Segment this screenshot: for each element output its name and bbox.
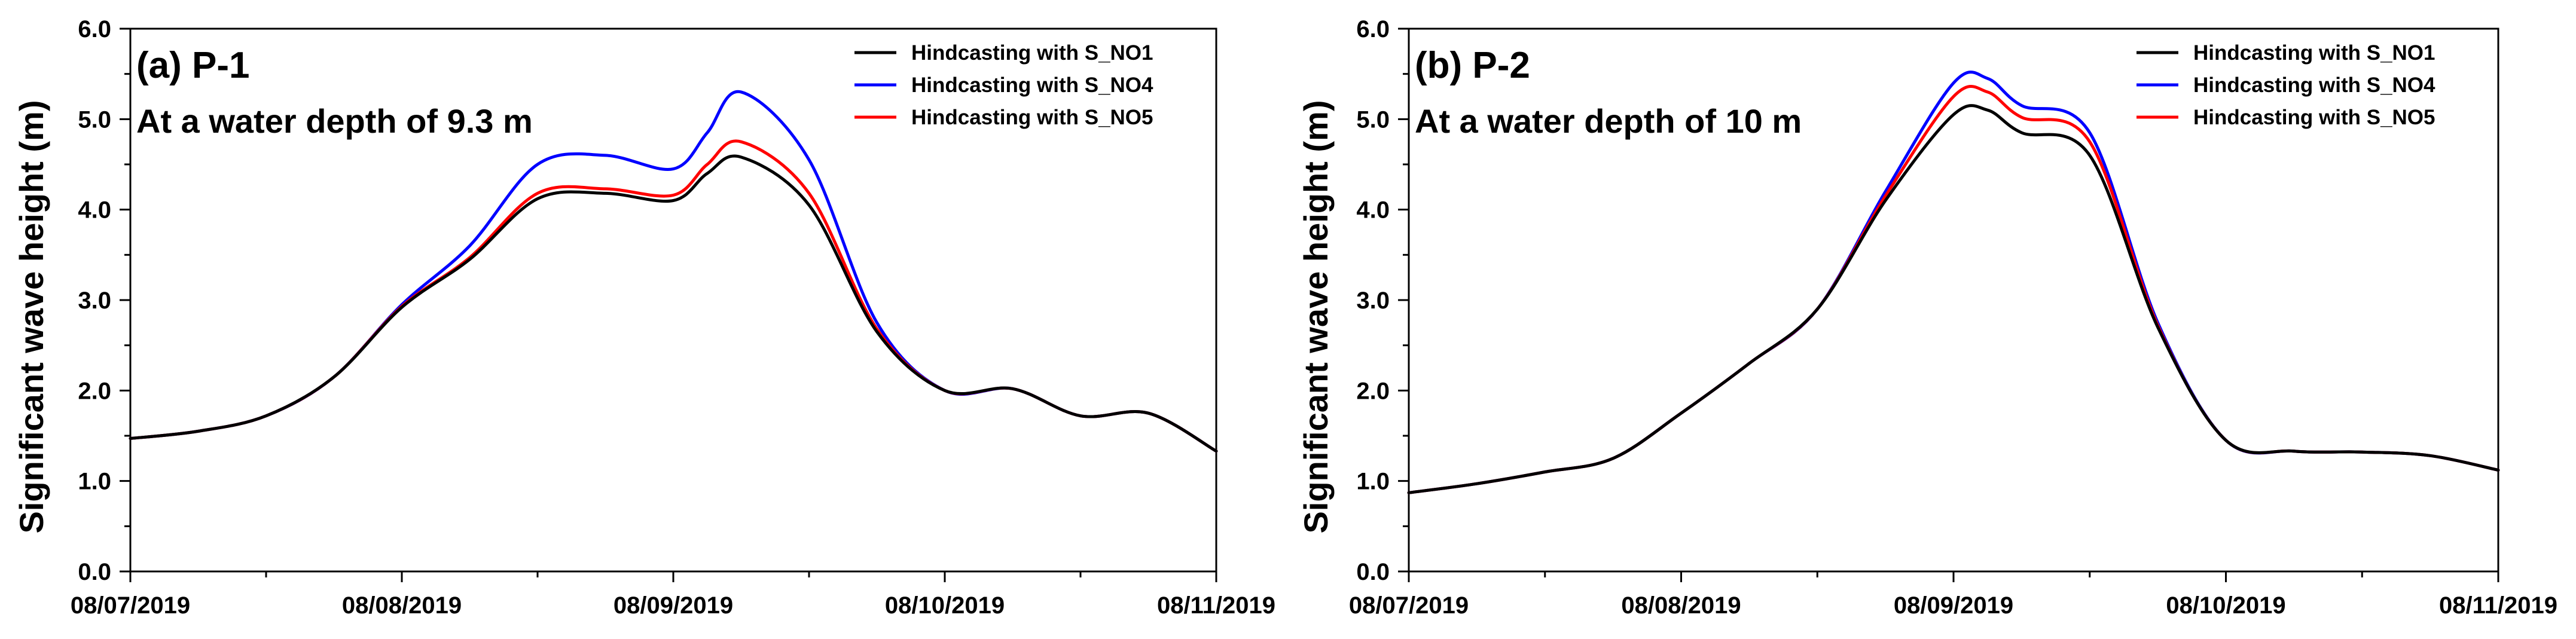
y-tick-label: 0.0 [78, 559, 111, 585]
x-tick-label: 08/08/2019 [342, 592, 462, 619]
x-tick-label: 08/07/2019 [1349, 592, 1469, 619]
series-line-hindcasting-with-s-no5 [1407, 85, 2500, 494]
x-tick-label: 08/10/2019 [2166, 592, 2285, 619]
legend-label: Hindcasting with S_NO1 [2193, 41, 2435, 65]
panel-subtitle: At a water depth of 10 m [1415, 102, 1802, 140]
panel-title: (b) P-2 [1415, 45, 1530, 86]
x-tick-label: 08/08/2019 [1621, 592, 1741, 619]
x-tick-label: 08/11/2019 [2439, 592, 2557, 619]
chart-panel-a: Significant wave height (m) (a) P-1 At a… [13, 16, 1275, 619]
y-tick-label: 4.0 [78, 197, 111, 224]
x-tick-label: 08/07/2019 [71, 592, 190, 619]
legend-label: Hindcasting with S_NO5 [2193, 106, 2435, 129]
y-tick-label: 3.0 [78, 288, 111, 314]
legend-label: Hindcasting with S_NO1 [911, 41, 1153, 65]
y-tick-label: 5.0 [1356, 106, 1390, 133]
y-tick-label: 2.0 [78, 378, 111, 404]
series-line-hindcasting-with-s-no1 [129, 154, 1218, 453]
y-tick-label: 0.0 [1356, 559, 1390, 585]
y-tick-label: 5.0 [78, 106, 111, 133]
y-tick-label: 1.0 [78, 469, 111, 495]
x-tick-label: 08/11/2019 [1157, 592, 1275, 619]
y-tick-label: 2.0 [1356, 378, 1390, 404]
x-tick-label: 08/09/2019 [1894, 592, 2013, 619]
panel-title: (a) P-1 [136, 45, 249, 86]
y-tick-label: 6.0 [1356, 16, 1390, 42]
chart-panel-b: Significant wave height (m) (b) P-2 At a… [1297, 16, 2557, 619]
y-tick-label: 3.0 [1356, 288, 1390, 314]
x-tick-label: 08/09/2019 [614, 592, 733, 619]
legend-label: Hindcasting with S_NO5 [911, 106, 1153, 129]
x-tick-label: 08/10/2019 [885, 592, 1005, 619]
y-tick-label: 1.0 [1356, 469, 1390, 495]
legend-label: Hindcasting with S_NO4 [2193, 74, 2435, 97]
series-line-hindcasting-with-s-no4 [129, 90, 1218, 453]
y-tick-label: 6.0 [78, 16, 111, 42]
panel-subtitle: At a water depth of 9.3 m [136, 102, 533, 140]
y-axis-label: Significant wave height (m) [13, 100, 50, 534]
series-line-hindcasting-with-s-no1 [1407, 104, 2500, 494]
legend-label: Hindcasting with S_NO4 [911, 74, 1153, 97]
y-tick-label: 4.0 [1356, 197, 1390, 224]
y-axis-label: Significant wave height (m) [1297, 100, 1335, 534]
